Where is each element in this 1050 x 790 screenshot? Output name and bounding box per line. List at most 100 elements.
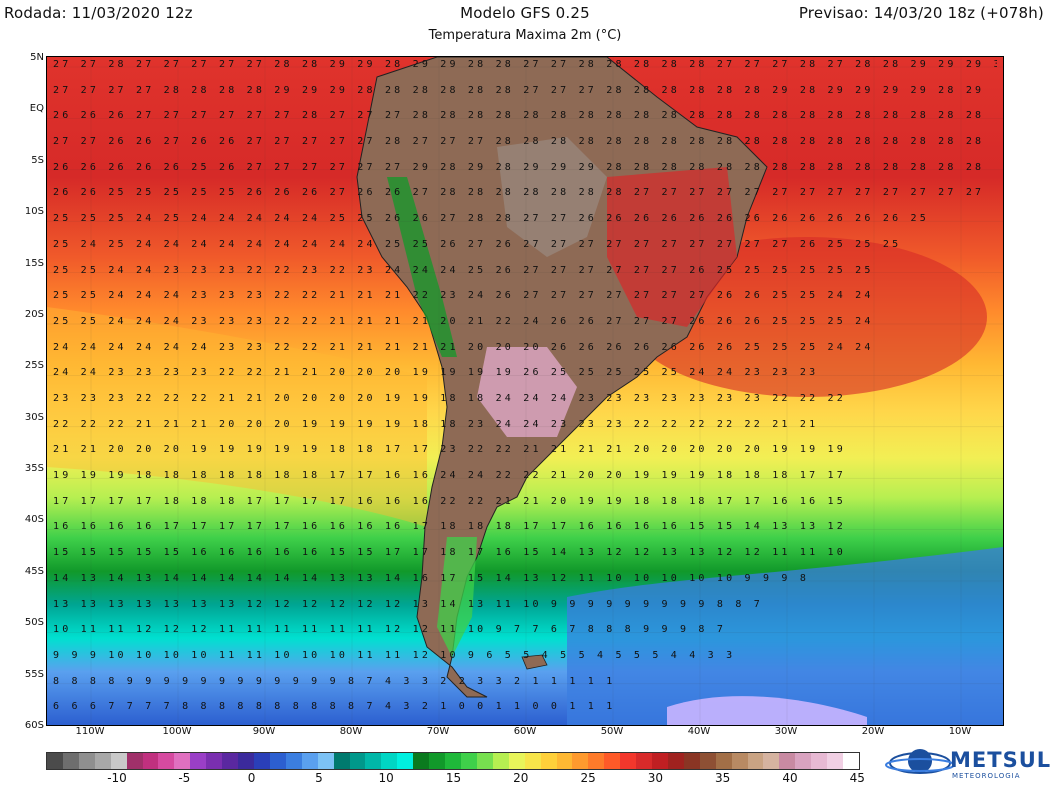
scale-swatch xyxy=(142,753,159,769)
scale-swatch xyxy=(253,753,270,769)
temperature-row: 23 23 23 22 22 22 21 21 20 20 20 20 19 1… xyxy=(53,393,846,404)
model-title: Modelo GFS 0.25 xyxy=(460,4,590,22)
scale-swatch xyxy=(158,753,175,769)
scale-swatch xyxy=(222,753,239,769)
scale-swatch xyxy=(190,753,207,769)
temperature-row: 9 9 9 10 10 10 10 11 11 10 10 10 11 11 1… xyxy=(53,649,736,661)
amazon-hot-zone xyxy=(497,137,607,257)
temperature-row: 14 13 14 13 14 14 14 14 14 14 13 13 14 1… xyxy=(53,572,810,584)
longitude-label: 60W xyxy=(513,726,537,737)
scale-swatch xyxy=(126,753,143,769)
scale-swatch xyxy=(811,753,828,769)
scale-swatch xyxy=(699,753,716,769)
scale-swatch xyxy=(476,753,493,769)
scale-swatch xyxy=(349,753,366,769)
scale-swatch xyxy=(110,753,127,769)
scale-swatch xyxy=(524,753,541,769)
scale-swatch xyxy=(269,753,286,769)
scale-swatch xyxy=(652,753,668,769)
longitude-label: 110W xyxy=(75,726,105,737)
latitude-label: 10S xyxy=(24,206,44,218)
scale-swatch xyxy=(78,753,95,769)
temperature-row: 27 27 27 27 28 28 28 28 29 29 29 28 28 2… xyxy=(53,84,985,96)
temperature-row: 26 26 25 25 25 25 25 26 26 26 27 26 26 2… xyxy=(53,187,985,199)
scale-swatch xyxy=(556,753,573,769)
southern-ocean-cold xyxy=(567,547,1003,725)
scale-tick-label: -5 xyxy=(178,771,191,785)
andes-cool-strip xyxy=(387,177,457,357)
scale-swatch xyxy=(620,753,637,769)
falklands-island xyxy=(521,654,548,670)
cold-core xyxy=(667,696,867,725)
scale-tick-label: 40 xyxy=(782,771,798,785)
longitude-label: 100W xyxy=(162,726,192,737)
scale-swatch xyxy=(94,753,111,769)
scale-tick-label: 5 xyxy=(315,771,323,785)
longitude-label: 70W xyxy=(426,726,450,737)
temperature-row: 25 25 24 24 24 23 23 23 22 22 21 21 21 2… xyxy=(53,315,874,327)
temperature-row: 24 24 23 23 23 23 22 22 21 21 20 20 20 1… xyxy=(53,367,819,379)
latitude-label: 25S xyxy=(24,360,44,372)
scale-swatch xyxy=(47,753,63,769)
temperature-row: 24 24 24 24 24 24 23 23 22 22 21 21 21 2… xyxy=(53,341,874,353)
latitude-label: 50S xyxy=(24,617,44,629)
logo-wordmark: METSUL xyxy=(950,748,1050,772)
map-gridlines xyxy=(47,57,1003,725)
map-canvas xyxy=(47,57,1003,725)
temperature-row: 15 15 15 15 15 16 16 16 16 16 15 15 17 1… xyxy=(53,547,846,559)
run-label: Rodada: 11/03/2020 12z xyxy=(4,4,193,22)
scale-tick-label: -10 xyxy=(107,771,127,785)
patagonia-cool-zone xyxy=(437,537,477,657)
temperature-row: 25 25 24 24 23 23 23 22 22 23 22 23 24 2… xyxy=(53,264,874,276)
metsul-globe-icon xyxy=(885,749,955,774)
temperature-map[interactable]: 27 27 28 27 27 27 27 27 28 28 29 29 28 2… xyxy=(46,56,1004,726)
temperature-row: 17 17 17 17 18 18 18 17 17 17 17 16 16 1… xyxy=(53,495,846,507)
scale-swatch xyxy=(492,753,509,769)
scale-swatch xyxy=(779,753,796,769)
latitude-label: 35S xyxy=(24,463,44,475)
scale-swatch xyxy=(508,753,525,769)
latitude-label: 15S xyxy=(24,257,44,269)
longitude-label: 10W xyxy=(948,726,972,737)
map-subtitle: Temperatura Maxima 2m (°C) xyxy=(428,28,622,43)
temperature-row: 25 24 25 24 24 24 24 24 24 24 24 24 25 2… xyxy=(53,238,902,250)
longitude-label: 50W xyxy=(600,726,624,737)
scale-swatch xyxy=(174,753,191,769)
longitude-label: 40W xyxy=(687,726,711,737)
logo-tagline: METEOROLOGIA xyxy=(952,772,1021,780)
latitude-label: 40S xyxy=(24,514,44,526)
scale-swatch xyxy=(667,753,684,769)
latitude-label: 55S xyxy=(24,668,44,680)
scale-tick-label: 25 xyxy=(580,771,596,785)
scale-swatch xyxy=(588,753,605,769)
scale-swatch xyxy=(429,753,446,769)
scale-swatch xyxy=(763,753,780,769)
forecast-label: Previsao: 14/03/20 18z (+078h) xyxy=(798,4,1044,22)
temperature-row: 25 25 25 24 25 24 24 24 24 24 25 25 26 2… xyxy=(53,213,929,225)
scale-swatch xyxy=(62,753,79,769)
pacific-cool-band xyxy=(47,307,427,527)
latitude-label: 45S xyxy=(24,565,44,577)
scale-swatch xyxy=(636,753,653,769)
scale-swatch xyxy=(301,753,318,769)
brazil-warm-zone xyxy=(607,167,737,327)
latitude-label: 5S xyxy=(31,154,44,166)
scale-swatch xyxy=(827,753,844,769)
temperature-row: 26 26 26 26 26 25 26 27 27 27 27 27 27 2… xyxy=(53,161,985,173)
scale-swatch xyxy=(683,753,700,769)
scale-tick-label: 45 xyxy=(849,771,865,785)
scale-swatch xyxy=(238,753,254,769)
scale-swatch xyxy=(413,753,430,769)
scale-swatch xyxy=(540,753,557,769)
scale-tick-label: 0 xyxy=(247,771,256,785)
temperature-row: 19 19 19 18 18 18 18 18 18 18 17 17 16 1… xyxy=(53,470,846,482)
chaco-hot-zone xyxy=(477,347,577,437)
scale-tick-label: 20 xyxy=(513,771,529,785)
scale-swatch xyxy=(285,753,302,769)
latitude-label: 30S xyxy=(24,411,44,423)
temperature-row: 27 27 26 26 27 26 26 27 27 27 27 27 28 2… xyxy=(53,136,985,148)
temperature-row: 25 25 24 24 24 23 23 23 22 22 21 21 21 2… xyxy=(53,290,874,302)
latitude-label: 60S xyxy=(24,720,44,731)
latitude-label: EQ xyxy=(29,103,44,115)
scale-swatch xyxy=(572,753,589,769)
